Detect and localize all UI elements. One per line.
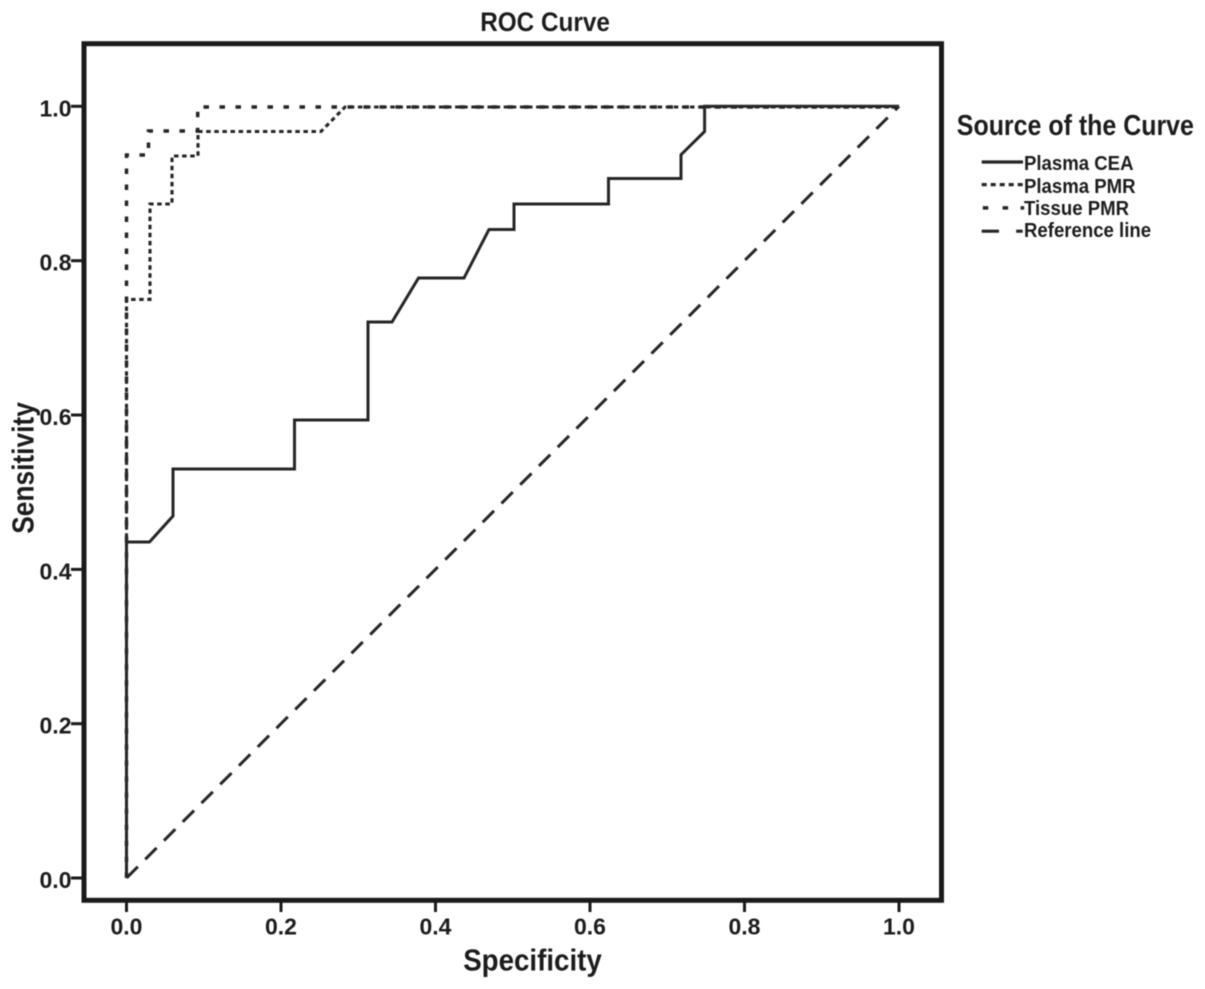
svg-text:1.0: 1.0 <box>883 914 915 940</box>
svg-text:0.8: 0.8 <box>729 914 761 940</box>
svg-text:Plasma CEA: Plasma CEA <box>1024 153 1134 175</box>
svg-text:0.6: 0.6 <box>40 404 72 430</box>
svg-text:Specificity: Specificity <box>463 943 602 978</box>
svg-text:0.4: 0.4 <box>40 558 72 584</box>
svg-text:Sensitivity: Sensitivity <box>7 402 41 534</box>
svg-text:1.0: 1.0 <box>40 95 72 121</box>
svg-text:ROC Curve: ROC Curve <box>480 8 610 37</box>
svg-text:Reference line: Reference line <box>1024 220 1151 242</box>
svg-text:0.2: 0.2 <box>40 713 72 739</box>
svg-text:0.2: 0.2 <box>265 914 297 940</box>
svg-text:Source of the Curve: Source of the Curve <box>957 109 1194 141</box>
svg-text:Plasma PMR: Plasma PMR <box>1024 176 1136 198</box>
svg-text:0.8: 0.8 <box>40 250 72 276</box>
svg-text:0.0: 0.0 <box>40 867 72 893</box>
svg-text:0.4: 0.4 <box>420 914 452 940</box>
svg-text:0.0: 0.0 <box>111 914 143 940</box>
svg-text:Tissue PMR: Tissue PMR <box>1024 198 1129 220</box>
svg-text:0.6: 0.6 <box>574 914 606 940</box>
